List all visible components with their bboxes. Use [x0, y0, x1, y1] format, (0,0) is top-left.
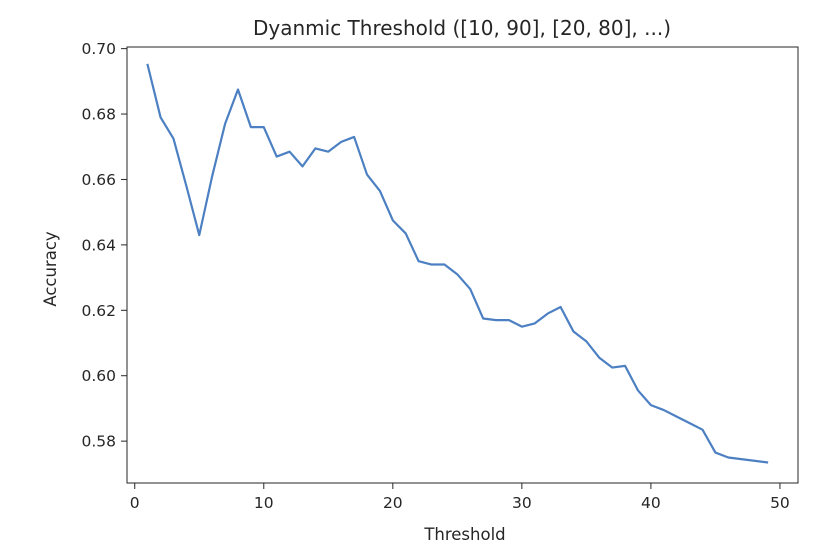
y-axis: 0.58 0.60 0.62 0.64 0.66 0.68 0.70	[81, 40, 127, 451]
x-tick-label: 0	[130, 494, 140, 512]
y-tick-label: 0.62	[81, 302, 116, 320]
chart-title: Dyanmic Threshold ([10, 90], [20, 80], .…	[253, 16, 671, 40]
x-tick-label: 10	[254, 494, 274, 512]
plot-area	[146, 63, 769, 464]
accuracy-series-line	[146, 63, 769, 464]
x-tick-label: 50	[770, 494, 790, 512]
y-tick-label: 0.64	[81, 236, 116, 254]
y-tick-label: 0.70	[81, 40, 116, 58]
y-tick-label: 0.60	[81, 367, 116, 385]
y-tick-label: 0.68	[81, 106, 116, 124]
plot-frame	[126, 46, 799, 484]
x-tick-label: 30	[512, 494, 532, 512]
x-tick-label: 40	[641, 494, 661, 512]
x-axis-label: Threshold	[423, 525, 505, 544]
y-tick-label: 0.66	[81, 171, 116, 189]
x-axis: 0 10 20 30 40 50	[130, 483, 790, 512]
y-axis-label: Accuracy	[41, 231, 60, 307]
y-tick-label: 0.58	[81, 433, 116, 451]
x-tick-label: 20	[383, 494, 403, 512]
